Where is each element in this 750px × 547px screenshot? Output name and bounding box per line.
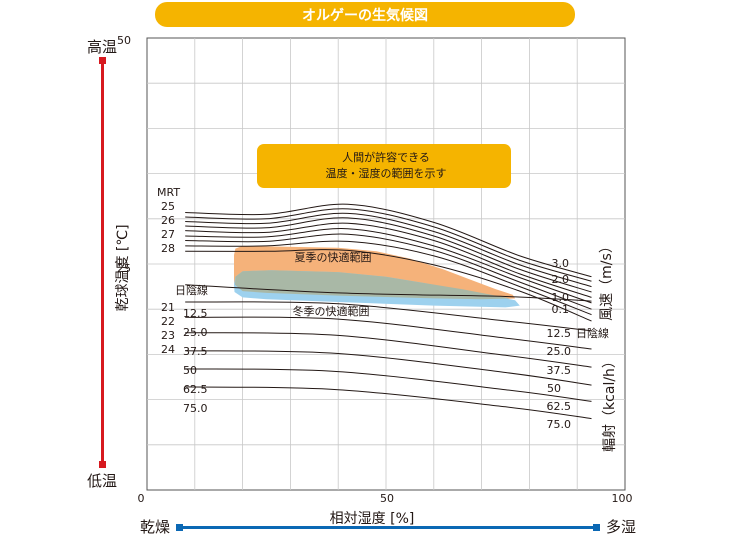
mrt-wind-line [185,249,592,322]
mrt-wind-line [185,217,592,293]
comfort-regions [234,245,520,308]
mrt-wind-line [185,212,592,288]
radiation-left-value: 75.0 [183,402,208,415]
summer-region-label: 夏季の快適範囲 [295,250,372,264]
winter-region-label: 冬季の快適範囲 [293,304,370,318]
radiation-right-value: 50 [547,382,561,395]
wind-value: 3.0 [552,257,570,270]
x-tick-label: 0 [138,492,145,505]
radiation-right-value: 37.5 [547,364,572,377]
mrt-label: MRT [157,186,180,199]
mrt-wind-line [185,228,592,304]
radiation-line [185,386,592,420]
radiation-line [185,332,592,368]
x-tick-label: 100 [612,492,633,505]
x-axis-label: 相対湿度 [%] [330,511,415,527]
wind-speed-label: 風速（m/s） [599,239,615,321]
dry-label: 乾燥 [140,518,170,536]
radiation-left-value: 50 [183,364,197,377]
mrt-value: 22 [161,315,175,328]
radiation-right-value: 12.5 [547,327,572,340]
mrt-wind-line [185,233,592,310]
radiation-right-value: 75.0 [547,418,572,431]
mrt-wind-line [185,240,592,316]
radiation-line [185,368,592,402]
temp-arrow-bottom-cap [99,461,106,468]
title-bar [155,2,575,27]
wind-value: 2.0 [552,273,570,286]
mrt-wind-line [185,203,592,278]
radiation-right-value: 62.5 [547,400,572,413]
radiation-line [185,316,592,350]
mrt-value: 23 [161,329,175,342]
y-tick-label: 50 [117,34,131,47]
annotation-line-2: 温度・湿度の範囲を示す [326,166,447,180]
series-lines [185,203,592,420]
radiation-line [185,350,592,386]
mrt-value: 24 [161,343,175,356]
humidity-arrow-right-cap [593,524,600,531]
mrt-value: 21 [161,301,175,314]
shade-line [185,284,592,302]
wind-value: 0.1 [552,303,570,316]
mrt-value: 25 [161,200,175,213]
shade-line-label: 日陰線 [175,283,208,297]
x-tick-label: 50 [380,492,394,505]
mrt-wind-line [185,208,592,282]
mrt-value: 28 [161,242,175,255]
mrt-value: 26 [161,214,175,227]
radiation-left-value: 12.5 [183,307,208,320]
radiation-left-value: 37.5 [183,345,208,358]
high-temp-label: 高温 [87,38,117,56]
humidity-arrow-left-cap [176,524,183,531]
wind-value: 1.0 [552,291,570,304]
chart-title: オルゲーの生気候図 [302,7,428,24]
annotation-box [257,144,511,188]
radiation-label: 輻射（kcal/h） [602,354,618,452]
radiation-line [185,301,592,332]
shade-line-label-right: 日陰線 [576,326,609,340]
y-tick-label: 25 [117,262,131,275]
y-axis-label: 乾球温度 [℃] [115,224,131,311]
radiation-left-value: 25.0 [183,326,208,339]
humid-label: 多湿 [606,518,636,536]
mrt-value: 27 [161,228,175,241]
low-temp-label: 低温 [87,472,117,490]
mrt-wind-line [185,222,592,298]
overlap-comfort-region [235,270,511,300]
radiation-right-value: 25.0 [547,345,572,358]
radiation-left-value: 62.5 [183,383,208,396]
annotation-line-1: 人間が許容できる [342,150,430,164]
